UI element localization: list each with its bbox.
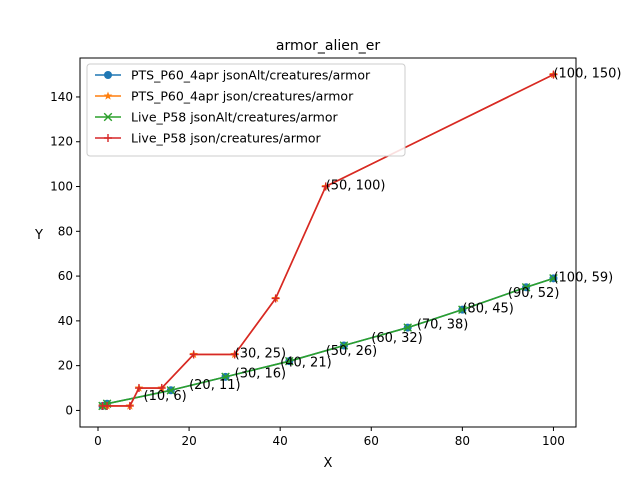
y-tick-label: 0: [65, 403, 73, 417]
data-label: (30, 25): [235, 346, 287, 361]
x-tick-label: 80: [455, 434, 470, 448]
data-point: [339, 341, 349, 350]
legend-item: Live_P58 json/creatures/armor: [95, 131, 322, 146]
plot-frame: [79, 57, 577, 428]
legend-item: PTS_P60_4apr jsonAlt/creatures/armor: [95, 68, 371, 83]
y-axis-label: Y: [34, 228, 43, 243]
y-tick-label: 120: [50, 135, 73, 149]
series-layer: [98, 70, 558, 411]
data-point: [166, 385, 176, 395]
legend-label: Live_P58 jsonAlt/creatures/armor: [131, 110, 338, 125]
data-point: [284, 356, 294, 366]
x-axis-label: X: [324, 456, 333, 471]
data-label: (90, 52): [508, 286, 560, 301]
data-label: (20, 11): [189, 378, 241, 393]
x-tick-label: 0: [94, 434, 102, 448]
x-tick-label: 60: [364, 434, 379, 448]
legend-item: PTS_P60_4apr json/creatures/armor: [95, 89, 354, 104]
data-point: [103, 401, 112, 410]
data-point: [230, 350, 239, 359]
legend-item: Live_P58 jsonAlt/creatures/armor: [95, 110, 338, 125]
data-label: (50, 100): [326, 179, 386, 194]
data-point: [321, 182, 330, 191]
legend: PTS_P60_4apr jsonAlt/creatures/armor PTS_…: [86, 63, 406, 157]
annotation-layer: (10, 6)(20, 11)(30, 16)(40, 21)(50, 26)(…: [144, 67, 622, 404]
data-label: (40, 21): [280, 355, 332, 370]
data-point: [221, 372, 230, 382]
y-tick-label: 140: [50, 90, 73, 104]
data-point: [549, 70, 558, 79]
chart-title: armor_alien_er: [276, 38, 381, 54]
x-tick-label: 20: [181, 434, 196, 448]
legend-box: [86, 63, 406, 157]
data-point: [403, 323, 413, 332]
legend-label: PTS_P60_4apr json/creatures/armor: [131, 89, 354, 104]
data-point: [134, 384, 143, 393]
tick-layer: 0 20 40 60 80 100 0 20 40 60 80 100 120 140: [50, 90, 565, 448]
y-tick-label: 20: [58, 359, 73, 373]
data-label: (10, 6): [144, 389, 187, 404]
legend-label: Live_P58 json/creatures/armor: [131, 131, 322, 146]
data-label: (50, 26): [326, 344, 378, 359]
y-tick-label: 80: [58, 224, 73, 238]
series-line: [102, 73, 554, 407]
y-tick-label: 40: [58, 314, 73, 328]
legend-label: PTS_P60_4apr jsonAlt/creatures/armor: [131, 68, 371, 83]
legend-marker: [104, 134, 112, 142]
data-point: [458, 305, 467, 314]
y-tick-label: 60: [58, 269, 73, 283]
data-label: (60, 32): [371, 331, 423, 346]
y-tick-label: 100: [50, 180, 73, 194]
data-label: (70, 38): [417, 317, 469, 332]
series-4: [98, 70, 558, 410]
x-tick-label: 100: [542, 434, 565, 448]
data-label: (100, 150): [553, 67, 621, 82]
data-label: (80, 45): [462, 302, 514, 317]
data-label: (100, 59): [553, 270, 613, 285]
x-tick-label: 40: [273, 434, 288, 448]
legend-marker: [103, 112, 113, 122]
data-point: [189, 350, 198, 359]
data-point: [271, 294, 280, 303]
data-label: (30, 16): [235, 367, 287, 382]
series-line: [102, 277, 554, 407]
legend-marker: [104, 71, 112, 79]
data-point: [157, 384, 166, 393]
legend-marker: [103, 91, 113, 100]
data-point: [521, 282, 531, 292]
data-point: [125, 401, 134, 410]
data-point: [549, 274, 558, 283]
